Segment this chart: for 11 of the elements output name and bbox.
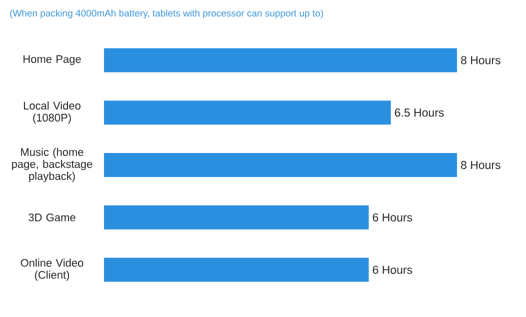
y-tick-label: Home Page [24,55,81,66]
y-tick-label: 3D Game [28,214,76,222]
chart-title: (When packing 4000mAh battery, tablets with processor can support up to) [10,10,323,18]
data-label: 6 Hours [372,266,412,274]
data-label: 6 Hours [372,213,412,222]
data-label: 8 Hours [461,160,500,170]
y-tick-label: Online Video (Client) [20,258,84,281]
y-tick-label: Music (home page, backstage playback) [12,148,92,182]
y-tick-label: Local Video (1080P) [24,101,80,124]
data-label: 6.5 Hours [394,108,444,117]
data-label: 8 Hours [461,56,500,64]
